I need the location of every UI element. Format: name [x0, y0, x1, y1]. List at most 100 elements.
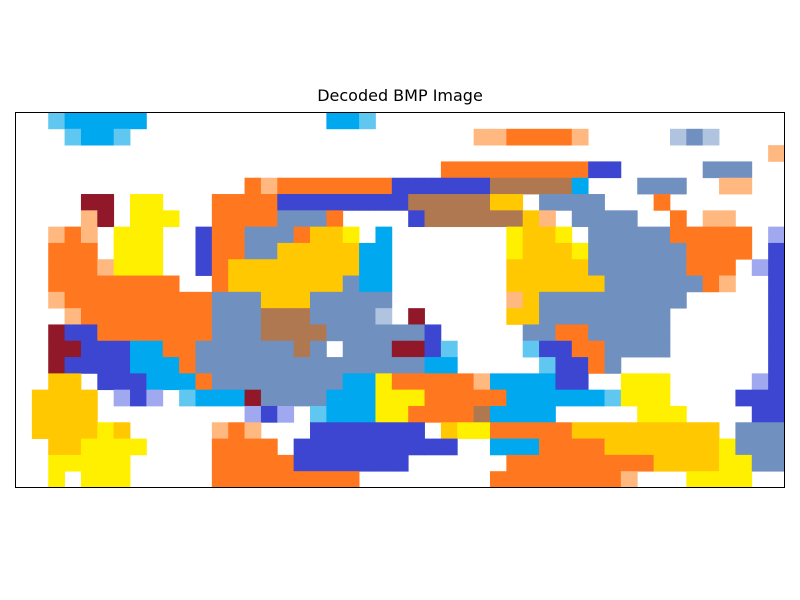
pixel: [653, 422, 671, 439]
pixel: [702, 259, 720, 276]
pixel: [391, 324, 409, 342]
pixel: [653, 324, 671, 342]
pixel: [751, 259, 769, 276]
pixel: [310, 210, 327, 228]
pixel: [375, 275, 393, 293]
pixel: [277, 357, 295, 374]
pixel: [637, 373, 654, 391]
pixel: [97, 210, 115, 228]
pixel: [604, 242, 622, 260]
pixel: [604, 471, 622, 488]
pixel: [539, 389, 556, 407]
pixel: [277, 259, 295, 276]
pixel: [620, 471, 638, 488]
pixel: [162, 357, 180, 374]
pixel: [768, 259, 785, 276]
pixel: [506, 210, 524, 228]
pixel: [342, 471, 360, 488]
pixel: [326, 291, 344, 309]
pixel: [359, 112, 376, 130]
pixel: [326, 405, 344, 423]
pixel: [555, 324, 573, 342]
pixel: [260, 454, 278, 472]
pixel: [146, 194, 164, 211]
pixel: [342, 340, 360, 358]
pixel: [146, 226, 164, 244]
pixel: [326, 324, 344, 342]
pixel: [653, 308, 671, 325]
pixel: [489, 422, 507, 439]
pixel: [637, 438, 654, 456]
pixel: [342, 259, 360, 276]
pixel: [571, 161, 589, 179]
pixel: [506, 438, 524, 456]
pixel: [228, 210, 245, 228]
pixel: [555, 340, 573, 358]
pixel: [130, 438, 147, 456]
pixel: [408, 373, 425, 391]
pixel: [326, 357, 344, 374]
pixel: [620, 226, 638, 244]
pixel: [359, 275, 376, 293]
pixel: [473, 373, 491, 391]
pixel: [620, 210, 638, 228]
pixel: [260, 275, 278, 293]
pixel: [162, 324, 180, 342]
pixel: [588, 291, 605, 309]
pixel: [146, 259, 164, 276]
pixel: [555, 275, 573, 293]
pixel: [130, 357, 147, 374]
pixel: [48, 405, 65, 423]
pixel: [571, 177, 589, 195]
pixel: [260, 259, 278, 276]
pixel: [260, 291, 278, 309]
pixel: [80, 357, 98, 374]
pixel: [522, 389, 540, 407]
pixel: [489, 128, 507, 146]
pixel: [375, 291, 393, 309]
pixel: [228, 438, 245, 456]
pixel: [637, 389, 654, 407]
pixel: [473, 389, 491, 407]
pixel: [391, 405, 409, 423]
pixel: [637, 226, 654, 244]
pixel: [424, 194, 442, 211]
pixel: [195, 389, 213, 407]
pixel: [440, 161, 458, 179]
pixel: [719, 177, 736, 195]
pixel: [342, 194, 360, 211]
pixel: [522, 242, 540, 260]
pixel: [457, 422, 475, 439]
pixel: [506, 373, 524, 391]
pixel: [669, 177, 687, 195]
pixel: [719, 226, 736, 244]
pixel: [244, 194, 262, 211]
pixel: [244, 291, 262, 309]
pixel: [522, 471, 540, 488]
pixel: [653, 389, 671, 407]
pixel: [179, 308, 196, 325]
pixel: [457, 210, 475, 228]
pixel: [277, 340, 295, 358]
pixel: [669, 405, 687, 423]
pixel: [375, 340, 393, 358]
pixel: [277, 226, 295, 244]
pixel: [702, 226, 720, 244]
pixel: [48, 438, 65, 456]
pixel: [669, 291, 687, 309]
pixel: [571, 438, 589, 456]
pixel: [719, 259, 736, 276]
pixel: [359, 357, 376, 374]
pixel: [97, 373, 115, 391]
pixel: [457, 161, 475, 179]
pixel: [97, 422, 115, 439]
pixel: [539, 161, 556, 179]
pixel: [588, 438, 605, 456]
pixel: [604, 275, 622, 293]
pixel: [113, 291, 131, 309]
pixel: [506, 471, 524, 488]
pixel: [260, 389, 278, 407]
pixel: [735, 242, 753, 260]
pixel: [457, 194, 475, 211]
pixel: [293, 471, 311, 488]
